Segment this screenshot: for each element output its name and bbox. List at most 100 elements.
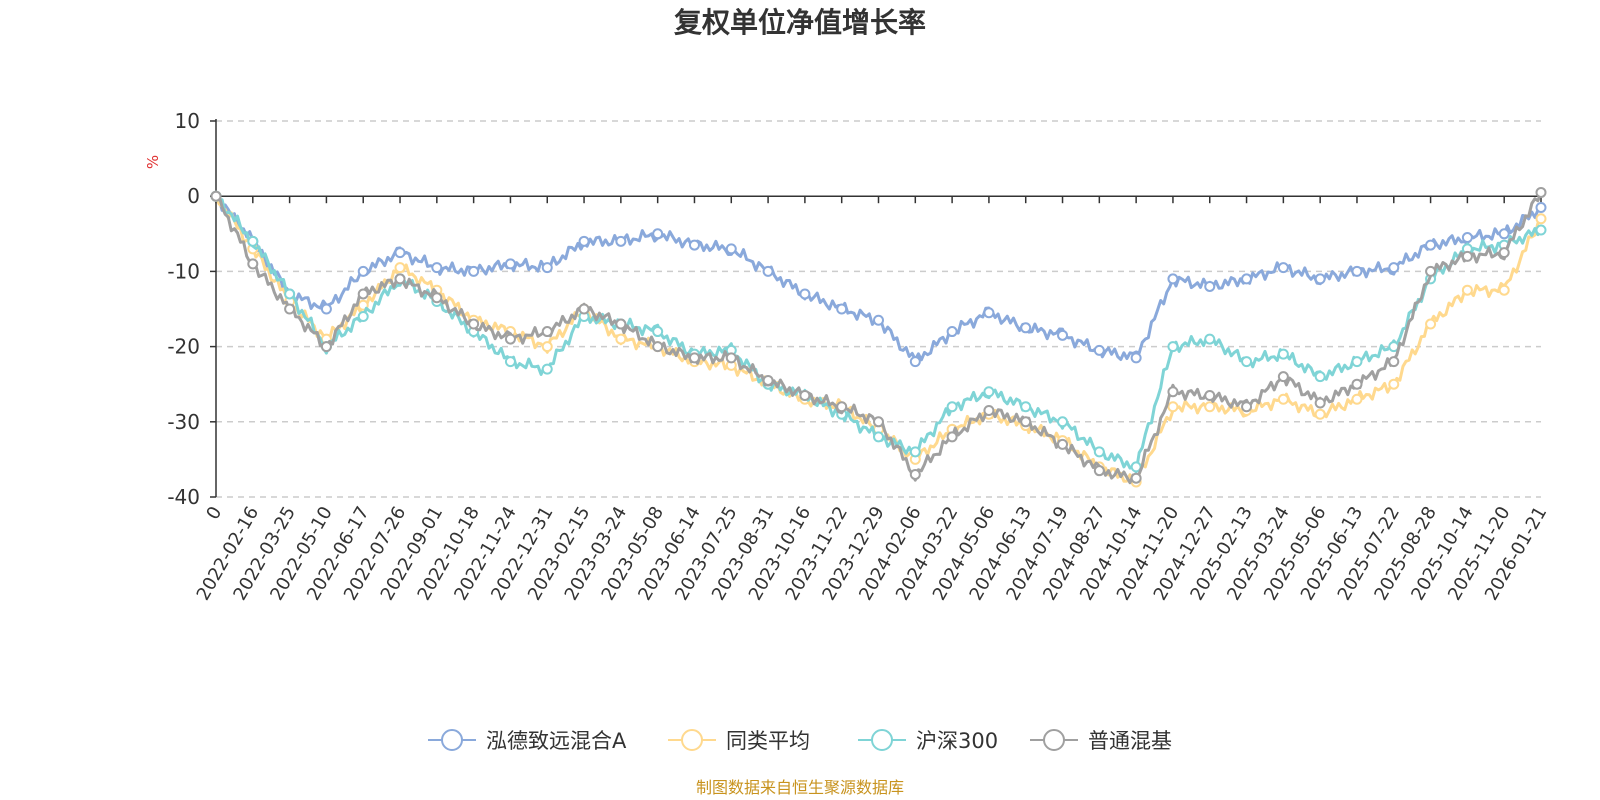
- data-point: [725, 243, 737, 255]
- data-point: [1020, 416, 1032, 428]
- data-point: [1204, 389, 1216, 401]
- data-point: [983, 307, 995, 319]
- data-point: [541, 326, 553, 338]
- y-tick-label: -30: [167, 410, 200, 434]
- data-point: [1425, 239, 1437, 251]
- data-point: [1093, 446, 1105, 458]
- data-point: [1167, 401, 1179, 413]
- data-point: [688, 352, 700, 364]
- data-point: [394, 273, 406, 285]
- data-point: [946, 326, 958, 338]
- legend-marker: [871, 729, 893, 751]
- data-point: [652, 228, 664, 240]
- data-point: [652, 326, 664, 338]
- data-point: [615, 318, 627, 330]
- data-point: [873, 416, 884, 428]
- data-point: [468, 265, 480, 277]
- legend-item[interactable]: 沪深300: [858, 729, 998, 753]
- data-point: [320, 341, 332, 353]
- legend-label: 同类平均: [726, 729, 810, 753]
- legend-marker: [441, 729, 463, 751]
- data-point: [799, 288, 811, 300]
- data-point: [1535, 186, 1547, 198]
- data-point: [1461, 250, 1473, 262]
- legend-marker: [1043, 729, 1065, 751]
- data-point: [1204, 401, 1216, 413]
- data-point: [615, 235, 627, 247]
- data-point: [1314, 371, 1326, 383]
- data-source-note: 制图数据来自恒生聚源数据库: [696, 778, 904, 797]
- y-tick-label: -10: [167, 259, 200, 283]
- data-point: [873, 314, 884, 326]
- data-point: [1093, 465, 1105, 477]
- data-point: [394, 262, 406, 274]
- data-point: [504, 356, 516, 368]
- data-point: [1241, 401, 1253, 413]
- legend-marker: [681, 729, 703, 751]
- data-point: [1314, 397, 1326, 409]
- data-point: [320, 303, 332, 315]
- legend-item[interactable]: 同类平均: [668, 729, 810, 753]
- data-point: [1351, 356, 1363, 368]
- data-point: [357, 311, 369, 323]
- data-point: [431, 262, 443, 274]
- data-point: [909, 446, 921, 458]
- data-point: [1498, 228, 1510, 240]
- data-point: [1093, 344, 1105, 356]
- y-tick-label: 0: [187, 184, 200, 208]
- legend-label: 沪深300: [916, 729, 998, 753]
- data-point: [909, 356, 921, 368]
- data-point: [357, 265, 369, 277]
- data-point: [1314, 273, 1326, 285]
- data-point: [1425, 318, 1437, 330]
- data-point: [1461, 284, 1473, 296]
- data-point: [1057, 329, 1069, 341]
- data-point: [1167, 273, 1179, 285]
- legend-label: 泓德致远混合A: [486, 729, 627, 753]
- series-group: [210, 186, 1547, 485]
- data-point: [541, 341, 553, 353]
- data-point: [284, 288, 296, 300]
- data-point: [247, 258, 259, 270]
- data-point: [1388, 378, 1400, 390]
- data-point: [946, 431, 958, 443]
- data-point: [1057, 438, 1069, 450]
- data-point: [1461, 232, 1473, 244]
- data-point: [909, 468, 921, 480]
- data-point: [1535, 201, 1547, 213]
- data-point: [504, 258, 516, 270]
- data-point: [1388, 262, 1400, 274]
- data-point: [1535, 224, 1547, 236]
- data-point: [762, 374, 774, 386]
- data-point: [1351, 265, 1363, 277]
- data-point: [210, 190, 222, 202]
- legend-item[interactable]: 普通混基: [1030, 729, 1172, 753]
- data-point: [836, 401, 848, 413]
- data-point: [725, 352, 737, 364]
- data-point: [1020, 401, 1032, 413]
- data-point: [946, 401, 958, 413]
- data-point: [615, 333, 627, 345]
- legend-item[interactable]: 泓德致远混合A: [428, 729, 627, 753]
- data-point: [762, 265, 774, 277]
- data-point: [799, 389, 811, 401]
- data-point: [1204, 333, 1216, 345]
- legend-label: 普通混基: [1088, 729, 1172, 753]
- legend[interactable]: 泓德致远混合A 同类平均 沪深300 普通混基: [428, 729, 1172, 753]
- data-point: [1130, 472, 1142, 484]
- data-point: [836, 303, 848, 315]
- data-point: [1498, 284, 1510, 296]
- data-point: [1167, 341, 1179, 353]
- data-point: [1130, 352, 1142, 364]
- series-group: [210, 190, 1547, 368]
- data-point: [983, 405, 995, 417]
- data-point: [541, 363, 553, 375]
- y-axis-unit: %: [144, 155, 162, 169]
- data-point: [1167, 386, 1179, 398]
- data-point: [652, 341, 664, 353]
- data-point: [873, 431, 884, 443]
- data-point: [1388, 356, 1400, 368]
- y-tick-label: -20: [167, 335, 200, 359]
- data-point: [357, 288, 369, 300]
